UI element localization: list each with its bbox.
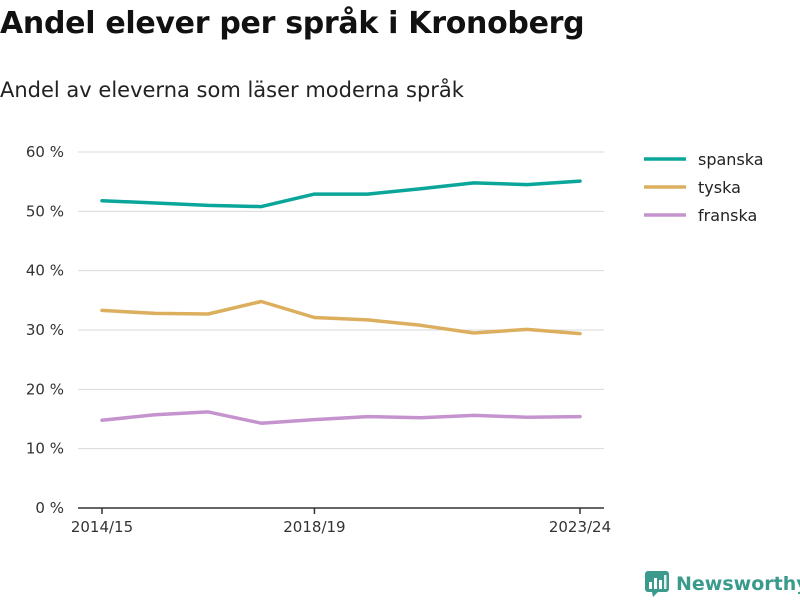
grid-lines bbox=[78, 151, 604, 450]
chart-title: Andel elever per språk i Kronoberg bbox=[0, 6, 585, 41]
y-tick-label: 60 % bbox=[26, 143, 64, 161]
legend-label-spanska: spanska bbox=[698, 150, 764, 169]
chart-subtitle: Andel av eleverna som läser moderna språ… bbox=[0, 78, 464, 102]
y-tick-label: 0 % bbox=[35, 499, 64, 517]
y-tick-label: 10 % bbox=[26, 440, 64, 458]
series-line-spanska bbox=[100, 179, 582, 209]
x-tick-label: 2014/15 bbox=[71, 518, 133, 536]
newsworthy-logo-icon bbox=[645, 571, 669, 597]
x-axis: 2014/15 2018/19 2023/24 bbox=[71, 507, 611, 536]
y-tick-label: 20 % bbox=[26, 380, 64, 398]
brand-logo: Newsworthy bbox=[644, 570, 800, 598]
y-tick-label: 30 % bbox=[26, 321, 64, 339]
series-line-tyska bbox=[100, 299, 582, 336]
y-axis-tick-labels: 0 % 10 % 20 % 30 % 40 % 50 % 60 % bbox=[26, 143, 64, 517]
y-tick-label: 50 % bbox=[26, 202, 64, 220]
x-tick-label: 2018/19 bbox=[283, 518, 345, 536]
x-tick-label: 2023/24 bbox=[549, 518, 611, 536]
series-line-franska bbox=[100, 410, 582, 425]
legend-label-tyska: tyska bbox=[698, 178, 741, 197]
series-lines bbox=[100, 179, 582, 425]
legend: spanska tyska franska bbox=[644, 150, 764, 225]
legend-label-franska: franska bbox=[698, 206, 757, 225]
y-tick-label: 40 % bbox=[26, 262, 64, 280]
brand-name: Newsworthy bbox=[676, 573, 800, 595]
